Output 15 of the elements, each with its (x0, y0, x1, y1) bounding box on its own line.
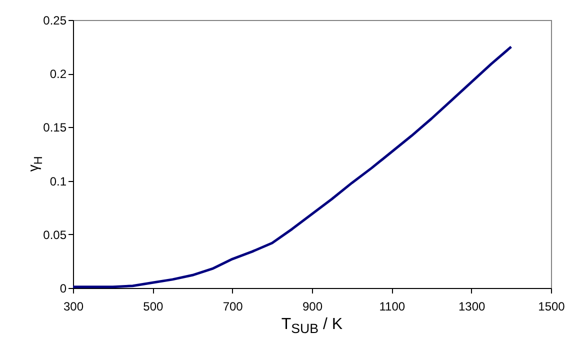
x-tick-label: 500 (143, 300, 164, 314)
y-tick-label: 0.2 (50, 67, 67, 82)
y-tick-label: 0.1 (50, 174, 67, 188)
x-axis-title: T$_{SUB}$ / K (280, 316, 344, 336)
y-tick-label: 0.15 (43, 120, 67, 135)
x-tick-label: 900 (302, 300, 323, 314)
line-series (72, 46, 512, 288)
y-tick-label: 0 (60, 282, 67, 296)
x-tick-label: 1300 (458, 300, 486, 314)
x-tick-label: 1500 (538, 300, 566, 314)
y-tick-label: 0.05 (43, 228, 67, 242)
x-tick-label: 700 (222, 300, 244, 314)
x-tick-label: 300 (63, 300, 84, 314)
y-tick-label: 0.25 (43, 14, 67, 28)
x-tick-label: 1100 (379, 300, 406, 314)
